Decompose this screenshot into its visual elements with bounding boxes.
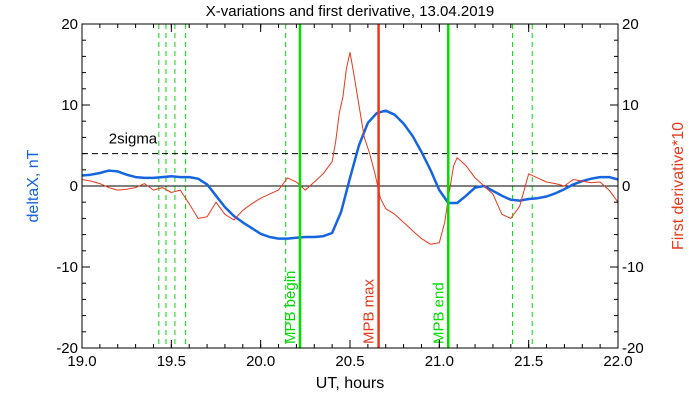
y2-tick-label: -10: [622, 259, 644, 276]
y-axis-left-title: deltaX, nT: [25, 149, 42, 222]
y2-tick-label: 20: [622, 16, 639, 33]
y2-tick-label: 10: [622, 97, 639, 114]
derivative-series-line: [81, 51, 619, 245]
x-tick-label: 21.5: [514, 353, 543, 370]
y2-tick-label: 0: [622, 178, 630, 195]
event-line-label: MPB begin: [282, 271, 299, 344]
x-tick-label: 19.5: [157, 353, 186, 370]
y-tick-label: 20: [61, 16, 78, 33]
two-sigma-label: 2sigma: [109, 131, 158, 148]
y-tick-label: 10: [61, 97, 78, 114]
chart-title: X-variations and first derivative, 13.04…: [206, 3, 495, 20]
y2-tick-label: -20: [622, 340, 644, 357]
x-tick-label: 20.5: [335, 353, 364, 370]
deltax-series-line: [81, 109, 619, 240]
x-tick-label: 20.0: [246, 353, 275, 370]
plot-area: 2sigma MPB begin MPB max MPB end 19.0 19.5 20.…: [56, 16, 643, 370]
x-tick-label: 21.0: [425, 353, 454, 370]
event-line-label: MPB end: [430, 282, 447, 344]
event-line-label: MPB max: [361, 278, 378, 344]
y-axis-right-title: First derivative*10: [670, 122, 687, 250]
y-tick-label: -10: [56, 259, 78, 276]
y-tick-label: -20: [56, 340, 78, 357]
y-tick-label: 0: [70, 178, 78, 195]
x-axis-title: UT, hours: [316, 375, 384, 392]
x-tick-label: 22.0: [603, 353, 632, 370]
x-tick-label: 19.0: [67, 353, 96, 370]
